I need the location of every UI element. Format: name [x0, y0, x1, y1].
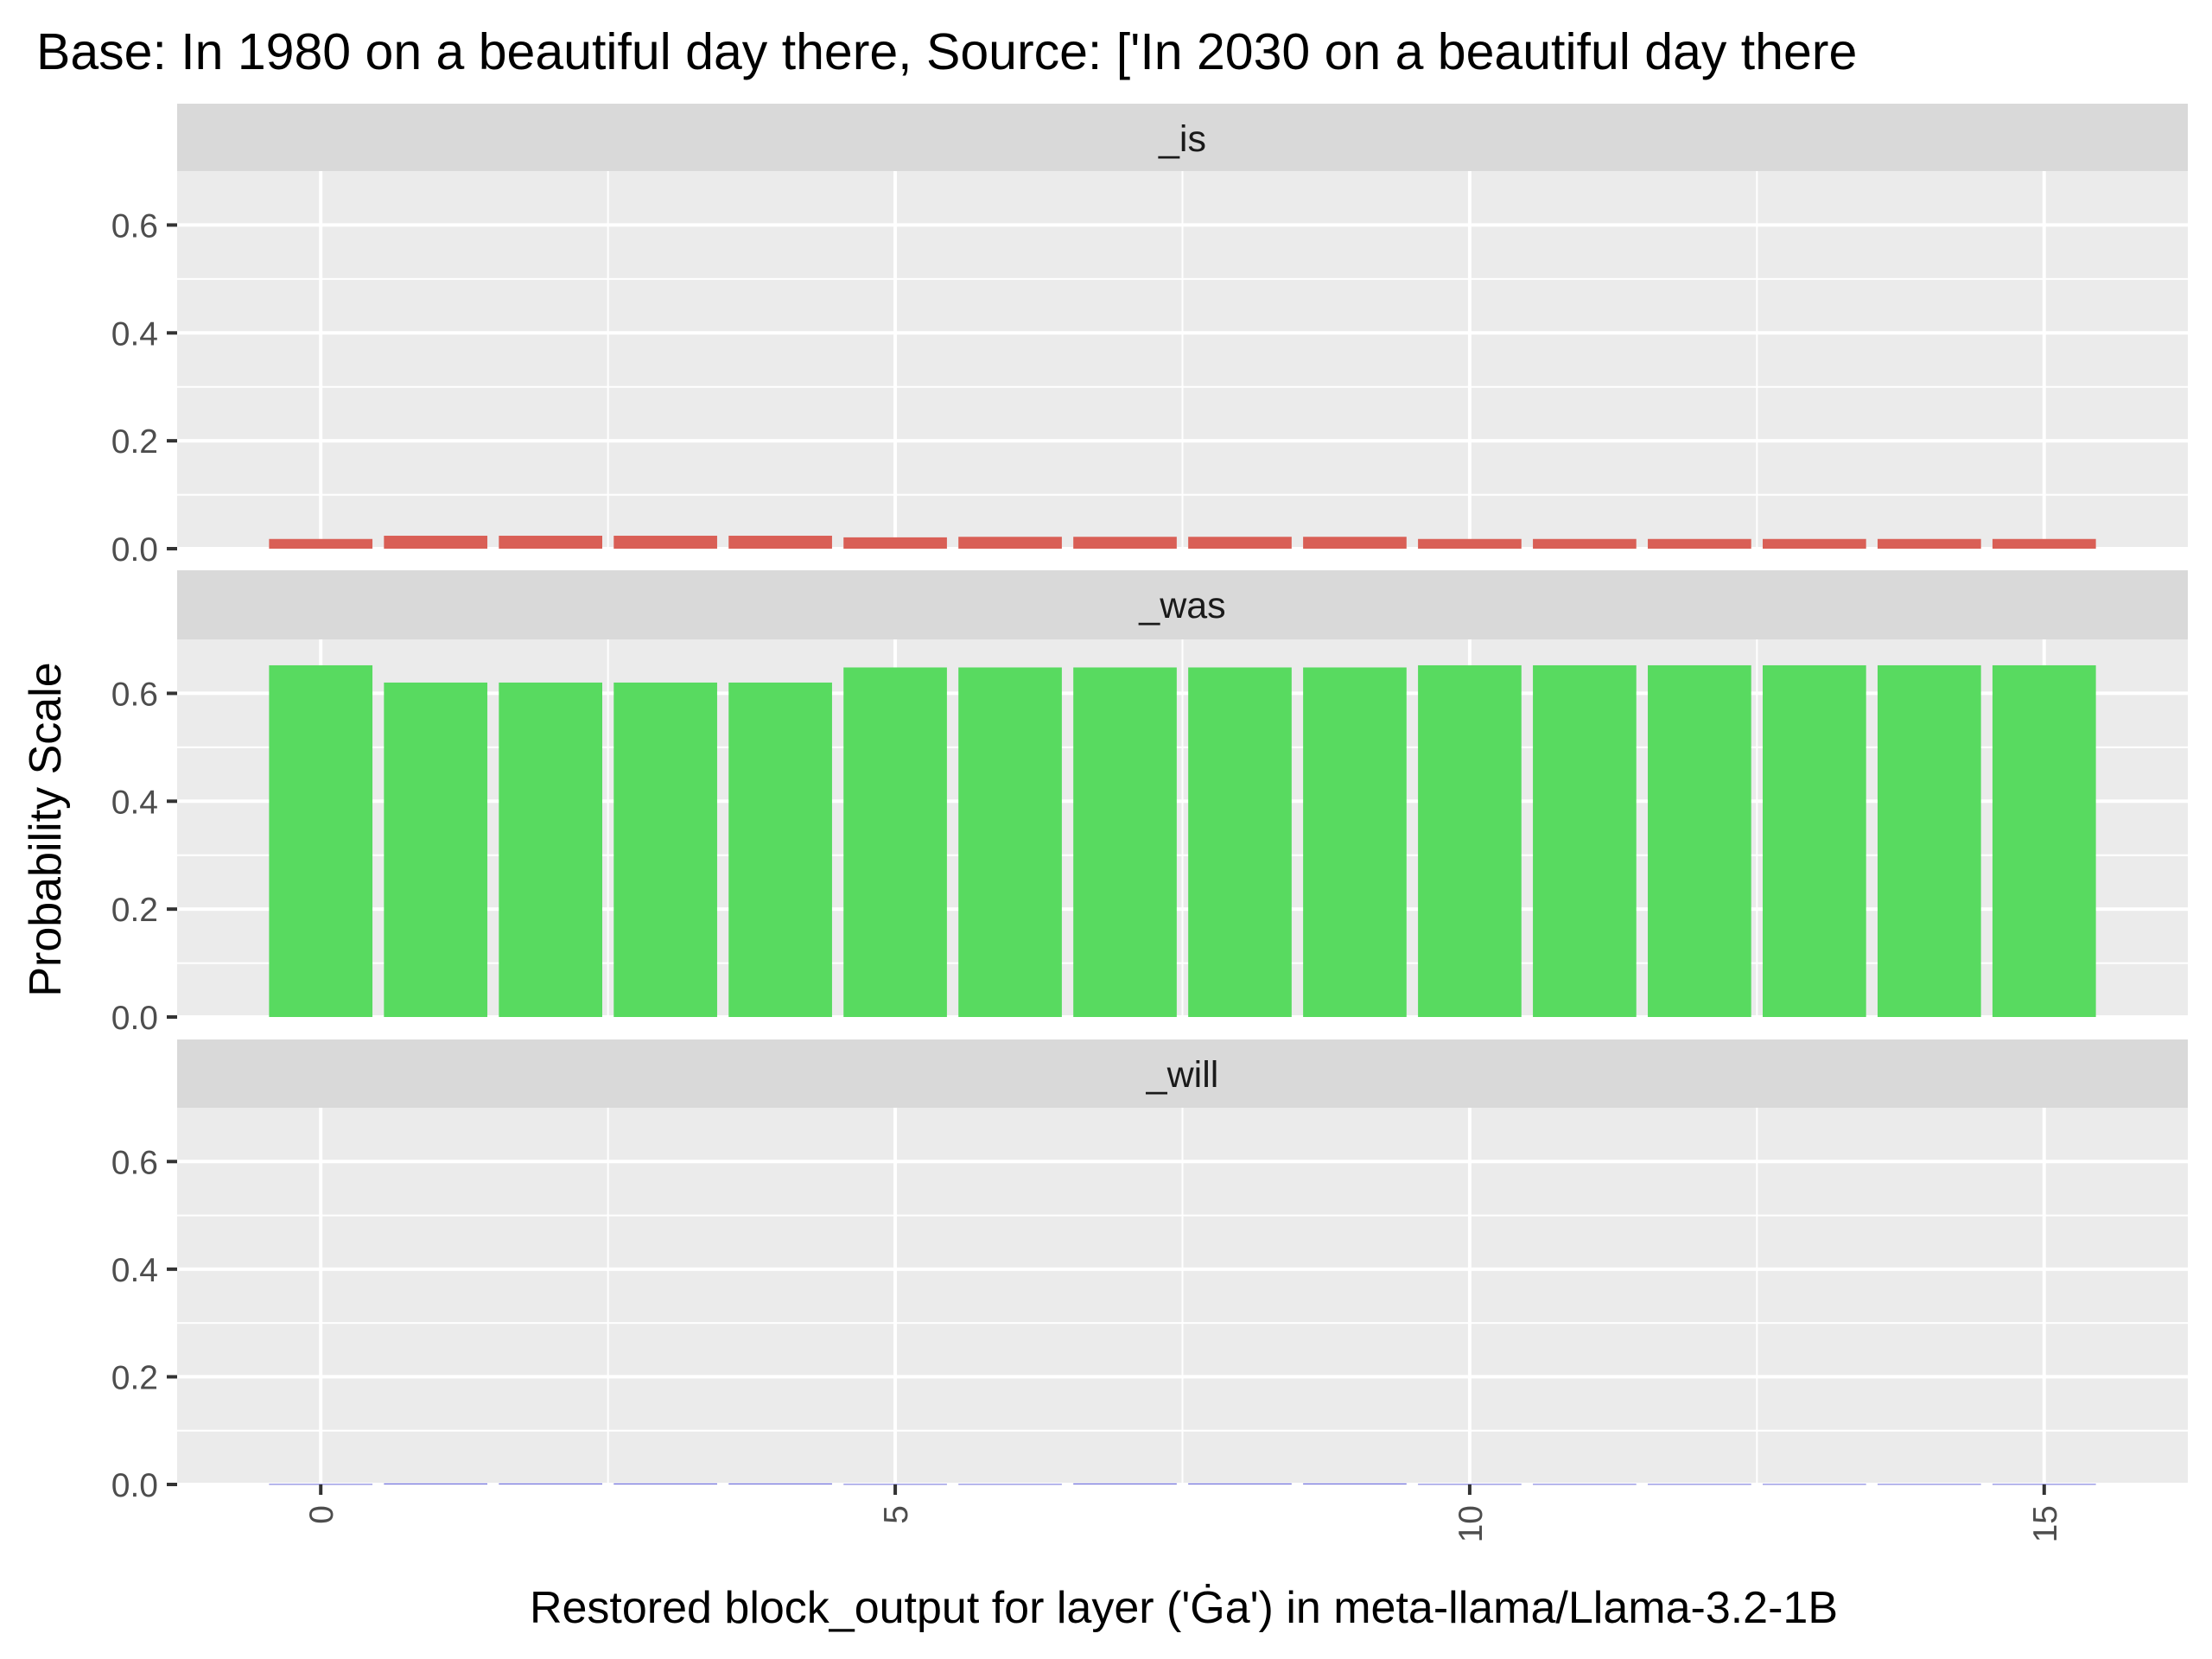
- x-tick-label: 10: [1452, 1505, 1490, 1542]
- x-axis-title: Restored block_output for layer ('Ġa') i…: [530, 1583, 1838, 1633]
- bar: [728, 536, 832, 549]
- x-tick-label: 15: [2027, 1505, 2064, 1542]
- bar: [613, 682, 717, 1017]
- bar: [1073, 667, 1177, 1017]
- y-tick-label: 0.4: [111, 784, 158, 821]
- bar: [499, 682, 602, 1017]
- bar: [1763, 664, 1866, 1017]
- y-tick-label: 0.4: [111, 1252, 158, 1289]
- y-axis-title: Probability Scale: [21, 662, 71, 996]
- y-tick-label: 0.6: [111, 1144, 158, 1181]
- y-tick-label: 0.6: [111, 207, 158, 245]
- bar: [1418, 538, 1522, 549]
- y-tick-label: 0.2: [111, 892, 158, 929]
- bar: [1992, 538, 2096, 549]
- bar: [1763, 538, 1866, 549]
- chart-title: Base: In 1980 on a beautiful day there, …: [36, 23, 1857, 80]
- bar: [958, 667, 1062, 1017]
- bar: [269, 538, 373, 549]
- bar: [384, 682, 488, 1017]
- facet-was: _was 0.0 0.2 0.4 0.6: [111, 570, 2188, 1037]
- facet-will: _will 0.0 0.2 0.4 0.6: [111, 1039, 2188, 1504]
- facet-strip: [177, 1039, 2188, 1108]
- facet-strip: [177, 104, 2188, 171]
- y-tick-label: 0.6: [111, 676, 158, 713]
- bar: [269, 664, 373, 1017]
- bar: [1188, 667, 1292, 1017]
- x-axis: 0 5 10 15: [303, 1484, 2064, 1542]
- x-tick-label: 5: [878, 1505, 915, 1524]
- bar: [843, 537, 947, 549]
- bar: [1533, 538, 1637, 549]
- bar: [728, 682, 832, 1017]
- bar: [1073, 537, 1177, 549]
- bar: [1877, 538, 1981, 549]
- bar: [499, 536, 602, 549]
- facet-strip: [177, 570, 2188, 639]
- bar: [1188, 537, 1292, 549]
- bar: [1648, 538, 1751, 549]
- bar: [843, 667, 947, 1017]
- facet-panels: _is 0.0 0.2 0.4 0.6 _was 0.0 0.2 0.4 0.6 _will 0.0 0…: [111, 104, 2188, 1504]
- y-tick-label: 0.2: [111, 1359, 158, 1396]
- y-tick-label: 0.0: [111, 531, 158, 569]
- y-tick-label: 0.4: [111, 315, 158, 353]
- x-tick-label: 0: [303, 1505, 340, 1524]
- bar: [958, 537, 1062, 549]
- bar: [613, 536, 717, 549]
- facet-strip-label: _will: [1146, 1054, 1219, 1096]
- y-tick-label: 0.0: [111, 1000, 158, 1037]
- facet-strip-label: _is: [1158, 118, 1206, 160]
- bar: [1877, 664, 1981, 1017]
- y-tick-label: 0.2: [111, 423, 158, 461]
- bar: [1648, 664, 1751, 1017]
- bar: [1992, 664, 2096, 1017]
- bar: [1303, 537, 1407, 549]
- bar: [1533, 664, 1637, 1017]
- facet-is: _is 0.0 0.2 0.4 0.6: [111, 104, 2188, 569]
- facet-strip-label: _was: [1138, 585, 1225, 626]
- bar: [1303, 667, 1407, 1017]
- bar: [1418, 664, 1522, 1017]
- bar: [384, 536, 488, 549]
- y-tick-label: 0.0: [111, 1467, 158, 1504]
